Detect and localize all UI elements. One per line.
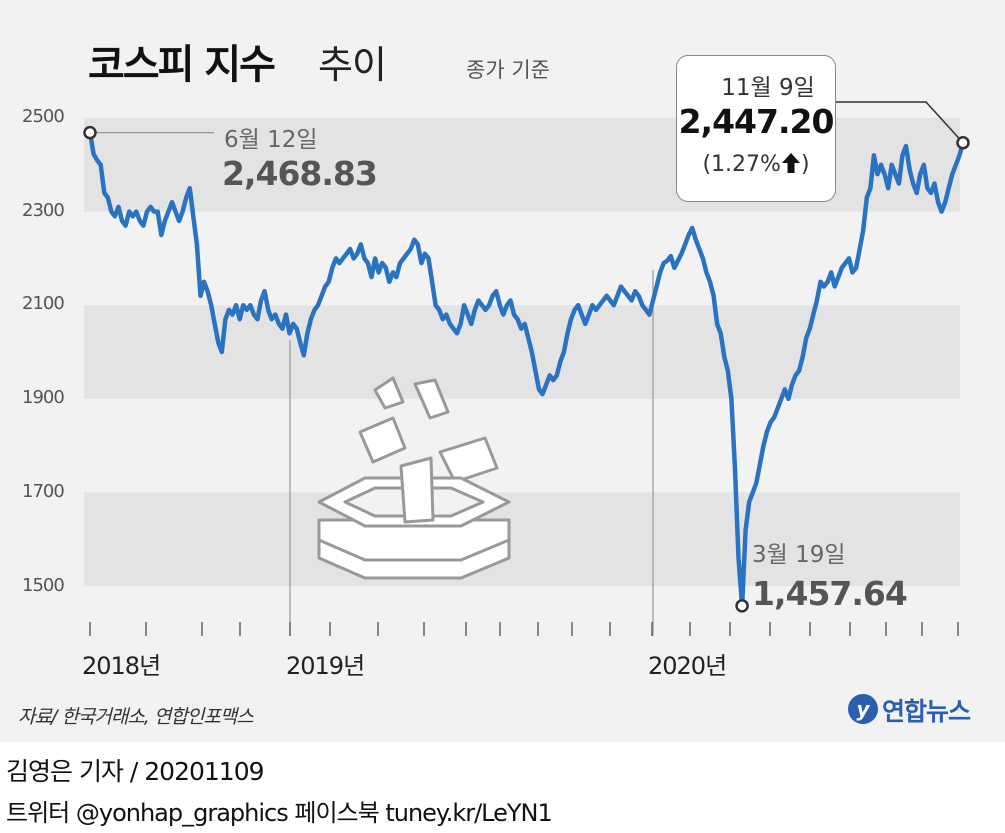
ballot-box-illustration <box>317 376 511 580</box>
x-tick-label: 2018년 <box>82 652 161 680</box>
y-tick-label: 2300 <box>22 200 65 221</box>
y-tick-label: 2100 <box>22 293 65 314</box>
arrow-up-icon <box>781 153 800 173</box>
chart-title-sub: 추이 <box>318 43 387 87</box>
kospi-line <box>87 132 966 609</box>
callout-value: 2,447.20 <box>678 102 835 141</box>
max-point-marker <box>83 125 97 140</box>
min-annotation-value: 1,457.64 <box>752 574 908 613</box>
max-annotation-date: 6월 12일 <box>224 127 318 153</box>
chart-title: 코스피 지수 <box>88 42 276 88</box>
callout-change-close: ) <box>800 152 810 177</box>
callout-change-text: (1.27% <box>702 152 781 177</box>
latest-connector <box>836 101 964 144</box>
grid-band <box>84 492 960 586</box>
logo-text: 연합뉴스 <box>882 697 971 726</box>
min-point-marker <box>735 599 749 613</box>
min-annotation-date: 3월 19일 <box>752 542 846 568</box>
y-tick-label: 1700 <box>22 481 65 502</box>
chart-note: 종가 기준 <box>466 58 550 82</box>
x-tick-label: 2020년 <box>648 652 727 680</box>
y-tick-label: 1500 <box>22 575 65 596</box>
latest-point-marker <box>956 135 970 150</box>
reporter-credit: 김영은 기자 / 20201109 <box>6 757 265 786</box>
social-handles: 트위터 @yonhap_graphics 페이스북 tuney.kr/LeYN1 <box>6 799 553 827</box>
x-tick-label: 2019년 <box>286 652 365 680</box>
logo-symbol: y <box>848 694 878 724</box>
latest-value-callout: 11월 9일 2,447.20 (1.27%) <box>676 55 836 202</box>
max-annotation-value: 2,468.83 <box>222 154 378 193</box>
callout-change: (1.27%) <box>677 152 835 177</box>
callout-date: 11월 9일 <box>721 75 815 101</box>
source-note: 자료/ 한국거래소, 연합인포맥스 <box>18 706 254 728</box>
y-tick-label: 2500 <box>22 106 65 127</box>
y-tick-label: 1900 <box>22 387 65 408</box>
